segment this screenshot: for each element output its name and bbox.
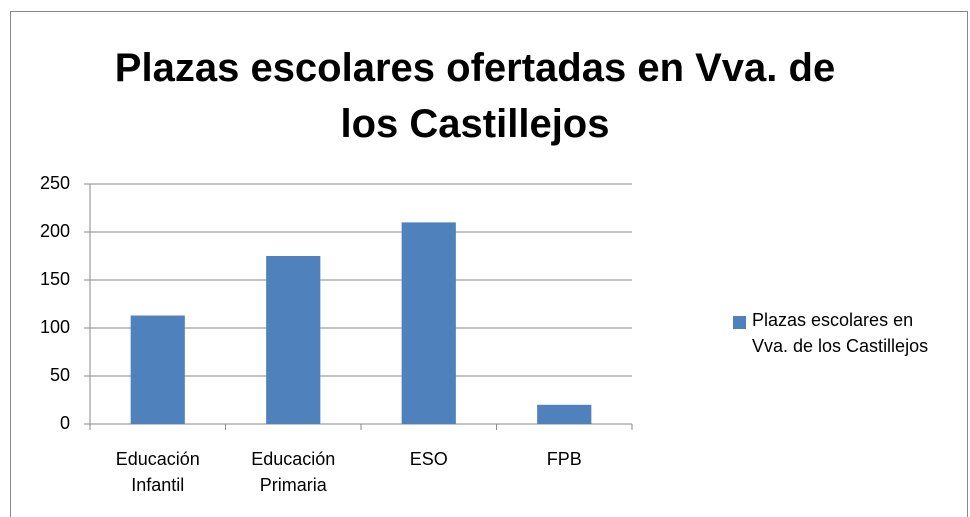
y-tick-label: 150 [40, 269, 70, 289]
y-tick-label: 250 [40, 173, 70, 193]
x-tick-label: Educación Primaria [251, 449, 336, 495]
y-tick-label: 0 [60, 413, 70, 433]
x-tick-label: FPB [546, 449, 582, 469]
y-tick-label: 100 [40, 317, 70, 337]
legend-swatch [733, 316, 746, 329]
bar [401, 222, 456, 424]
chart-title: Plazas escolares ofertadas en Vva. de lo… [114, 46, 836, 146]
bar [537, 404, 592, 424]
x-tick-label: Educación Infantil [115, 449, 200, 495]
y-tick-label: 200 [40, 221, 70, 241]
legend-label: Plazas escolares en Vva. de los Castille… [752, 310, 929, 356]
x-tick-label: ESO [409, 449, 448, 469]
chart-frame [10, 11, 968, 517]
bar [266, 256, 321, 424]
bar [130, 315, 185, 424]
y-tick-label: 50 [50, 365, 70, 385]
